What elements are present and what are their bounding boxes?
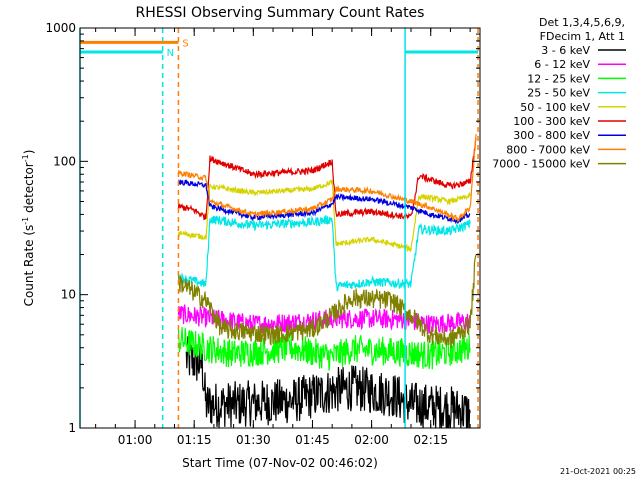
series-line-1 [185,336,471,429]
x-tick-label-3: 01:30 [236,433,271,447]
series-line-3 [177,327,471,371]
series-line-5 [177,179,471,253]
chart-title: RHESSI Observing Summary Count Rates [136,5,425,21]
x-tick-label-2: 01:15 [177,433,212,447]
legend-header-line-1: Det 1,3,4,5,6,9, [539,16,625,29]
legend-label-1: 3 - 6 keV [541,44,590,57]
legend-label-5: 50 - 100 keV [520,101,590,114]
y-tick-label-3: 100 [53,154,76,168]
y-tick-label-1: 1 [68,421,76,435]
legend-header-line-2: FDecim 1, Att 1 [540,30,625,43]
x-tick-label-1: 01:00 [118,433,153,447]
y-axis-label-main: Count Rate (s [22,225,36,307]
y-axis-label-end: ) [22,150,36,155]
timestamp: 21-Oct-2021 00:25 [560,467,636,476]
x-axis-label: Start Time (07-Nov-02 00:46:02) [182,456,378,470]
legend-label-8: 800 - 7000 keV [506,143,590,156]
axis-layer: 01:00 01:15 01:30 01:45 02:00 02:15 1 10 100 1000 [45,21,480,447]
legend-label-7: 300 - 800 keV [513,129,590,142]
legend-label-2: 6 - 12 keV [534,58,590,71]
series-layer [177,134,477,429]
y-axis-label: Count Rate (s-1 detector-1) [21,150,36,307]
legend-label-3: 12 - 25 keV [527,72,590,85]
series-line-7 [177,178,471,225]
legend: Det 1,3,4,5,6,9, FDecim 1, Att 1 3 - 6 k… [492,16,626,171]
x-tick-label-4: 01:45 [295,433,330,447]
y-axis-label-mid: detector [22,162,36,217]
legend-label-6: 100 - 300 keV [513,115,590,128]
flag-layer: SN [80,38,479,59]
y-tick-label-4: 1000 [45,21,76,35]
y-tick-label-2: 10 [61,288,76,302]
legend-label-9: 7000 - 15000 keV [492,158,590,171]
plot-area: SN 01:00 01:15 01:30 01:45 02:00 02:15 1 10 100 1… [45,21,481,447]
series-line-6 [177,137,477,221]
flag-label-1: S [182,38,188,49]
plot-frame [79,27,481,429]
series-line-8 [177,134,477,223]
series-line-4 [177,215,471,292]
flag-label-2: N [167,48,174,59]
x-tick-label-6: 02:15 [413,433,448,447]
y-axis-label-exp-1: -1 [21,217,30,225]
y-axis-label-exp-2: -1 [21,154,30,162]
x-tick-label-5: 02:00 [354,433,389,447]
legend-label-4: 25 - 50 keV [527,87,590,100]
series-line-9 [177,254,477,349]
